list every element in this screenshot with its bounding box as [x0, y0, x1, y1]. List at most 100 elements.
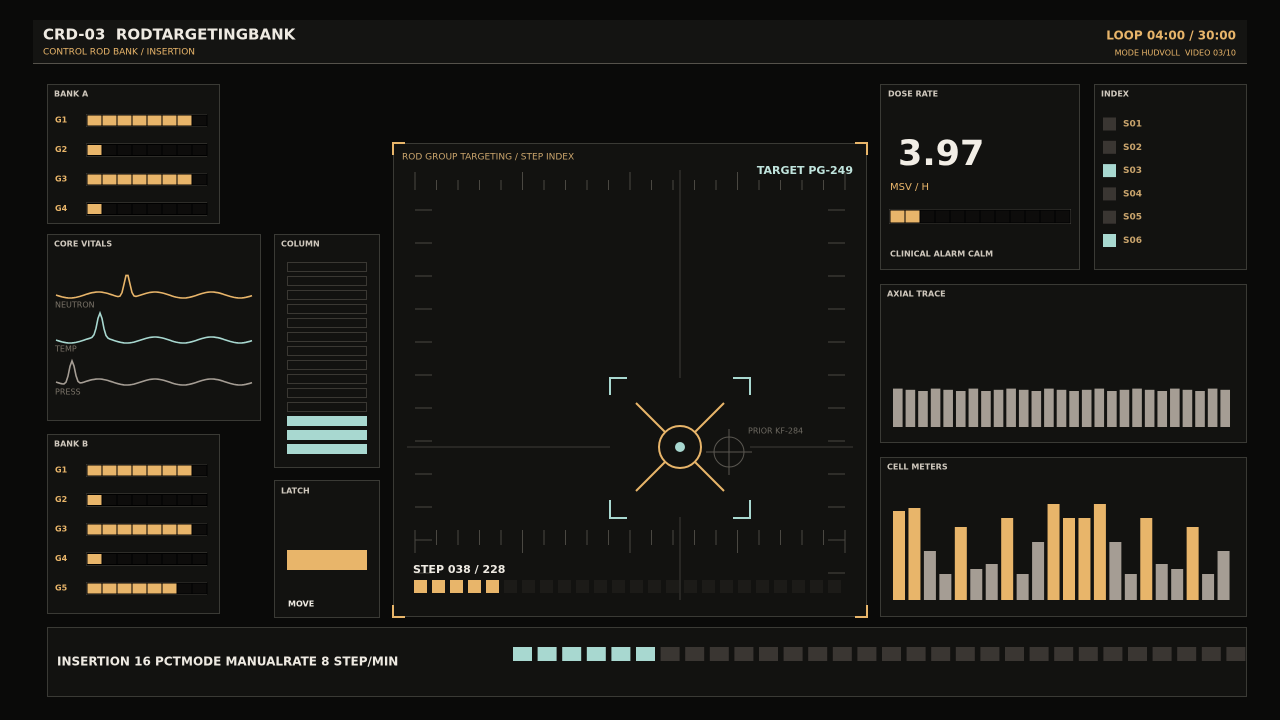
meter-segment-on — [161, 114, 178, 127]
meter-segment-on — [176, 464, 193, 477]
trace-label: PRESS — [55, 388, 81, 397]
bar — [1195, 391, 1205, 427]
meter-segment-on — [176, 523, 193, 536]
meter-segment-off — [176, 582, 193, 595]
meter-segment-off — [1177, 647, 1197, 661]
index-indicator — [1103, 210, 1116, 224]
bar — [1217, 551, 1230, 600]
bar — [985, 564, 998, 600]
meter-segment-off — [131, 553, 148, 565]
meter-segment-off — [176, 494, 193, 506]
meter-segment-on — [904, 209, 921, 224]
meter-segment-off — [191, 582, 208, 595]
meter-segment-on — [131, 582, 148, 595]
meter-segment-off — [919, 209, 936, 224]
meter-segment-off — [774, 580, 787, 593]
header-title: CRD-03 RODTARGETINGBANK — [43, 26, 297, 44]
bar — [1132, 388, 1142, 427]
meter-segment-on — [101, 582, 118, 595]
bar — [1170, 388, 1180, 427]
bar — [923, 551, 936, 600]
latch-panel — [274, 480, 380, 618]
meter-segment-on — [116, 173, 133, 186]
bar — [970, 569, 983, 600]
meter-segment-off — [1029, 647, 1049, 661]
meter-segment-on — [86, 464, 103, 477]
index-indicator — [1103, 187, 1116, 201]
meter-segment-on — [86, 144, 103, 156]
meter-segment-off — [660, 647, 680, 661]
bar — [968, 388, 979, 427]
bar — [955, 391, 966, 427]
column-cell-on — [287, 416, 367, 426]
panel-title: CORE VITALS — [54, 240, 112, 249]
meter-segment-off — [116, 494, 133, 506]
panel-title: INDEX — [1101, 90, 1130, 99]
bar — [943, 389, 953, 427]
meter-segment-off — [906, 647, 926, 661]
bar — [1031, 391, 1042, 427]
meter-segment-off — [191, 464, 208, 477]
column-cell-off — [287, 304, 367, 314]
meter-segment-on — [101, 464, 118, 477]
target-label: TARGET PG-249 — [757, 164, 853, 177]
prior-cross — [706, 429, 752, 475]
bar — [1016, 574, 1029, 600]
meter-segment-off — [759, 647, 778, 661]
meter-segment-off — [1152, 647, 1172, 661]
crosshair — [407, 170, 853, 600]
bar — [1155, 564, 1168, 600]
meter-segment-on — [562, 647, 582, 661]
meter-segment-off — [1103, 647, 1123, 661]
meter-segment-off — [1039, 209, 1056, 224]
meter-segment-off — [1054, 647, 1074, 661]
meter-segment-off — [1078, 647, 1098, 661]
meter-segment-on — [116, 114, 133, 127]
meter-segment-off — [1009, 209, 1026, 224]
bar — [1144, 389, 1155, 427]
meter-segment-on — [146, 464, 163, 477]
meter-segment-on — [146, 173, 163, 186]
meter-segment-off — [522, 580, 535, 593]
meter-segment-on — [537, 647, 557, 661]
column-cell-on — [287, 444, 367, 454]
bar — [905, 389, 916, 427]
meter-segment-off — [934, 209, 951, 224]
row-label: G4 — [55, 554, 68, 563]
bar — [1186, 527, 1199, 600]
index-indicator — [1103, 234, 1116, 247]
meter-segment-off — [685, 647, 705, 661]
column-cell-off — [287, 360, 367, 370]
meter-segment-off — [191, 523, 208, 536]
bar — [1081, 389, 1092, 427]
meter-segment-on — [86, 553, 103, 565]
meter-segment-off — [116, 144, 133, 156]
reticle — [609, 377, 751, 519]
core-vitals-panel — [47, 234, 261, 421]
bar — [993, 389, 1004, 427]
meter-segment-off — [540, 580, 553, 593]
meter-segment-on — [586, 647, 606, 661]
meter-segment-on — [131, 523, 148, 536]
panel-title: AXIAL TRACE — [887, 290, 946, 299]
row-label: G5 — [55, 584, 68, 593]
dose-value: 3.97 — [898, 134, 984, 174]
index-label: S01 — [1123, 120, 1142, 130]
meter-segment-on — [116, 523, 133, 536]
meter-segment-on — [161, 523, 178, 536]
panel-title: ROD GROUP TARGETING / STEP INDEX — [402, 153, 574, 163]
meter-segment-on — [86, 582, 103, 595]
meter-segment-on — [161, 464, 178, 477]
meter-segment-off — [101, 203, 118, 215]
meter-segment-on — [450, 580, 463, 593]
frame-corners — [392, 142, 868, 618]
bar — [954, 527, 967, 600]
meter-segment-on — [131, 173, 148, 186]
meter-segment-on — [432, 580, 445, 593]
bar — [939, 574, 952, 600]
meter-segment-off — [161, 553, 178, 565]
meter-segment-on — [86, 523, 103, 536]
meter-segment-off — [176, 144, 193, 156]
bar — [1207, 388, 1218, 427]
meter-segment-off — [1201, 647, 1221, 661]
